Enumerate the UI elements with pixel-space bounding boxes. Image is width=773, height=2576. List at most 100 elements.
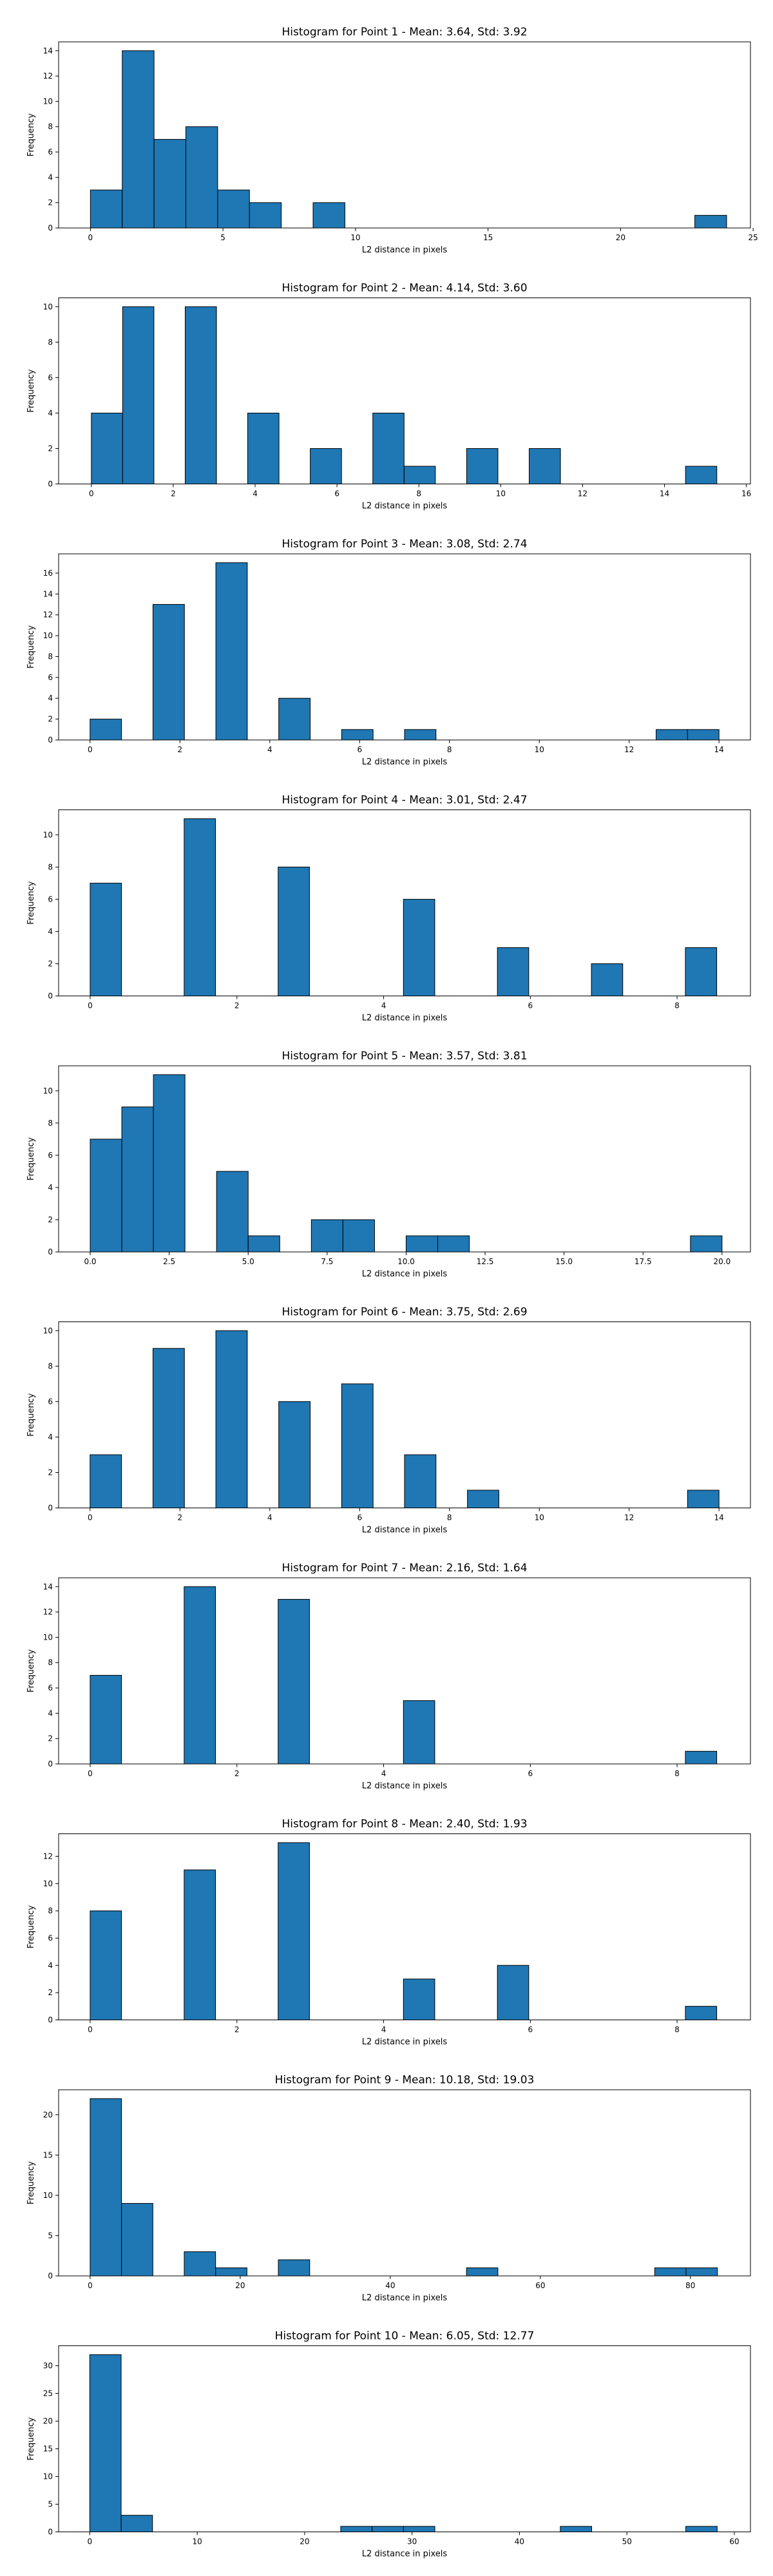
histogram-bar xyxy=(216,1171,249,1253)
y-tick-label: 0 xyxy=(48,480,53,489)
x-tick-label: 20 xyxy=(300,2537,309,2546)
x-tick-label: 8 xyxy=(674,1001,680,1010)
histogram-bar xyxy=(342,1219,375,1253)
x-tick-label: 6 xyxy=(528,1001,533,1010)
histogram-bar xyxy=(153,1074,186,1253)
histogram-bar xyxy=(529,448,561,485)
y-tick-label: 6 xyxy=(48,1683,53,1692)
histogram-bar xyxy=(90,719,122,741)
histogram-bar xyxy=(278,2259,310,2277)
x-tick-label: 0 xyxy=(88,745,93,754)
histogram-bar xyxy=(685,2526,718,2533)
y-tick-label: 4 xyxy=(48,408,53,417)
histogram-bar xyxy=(694,214,727,229)
histogram-bar xyxy=(591,963,624,996)
histogram-bar xyxy=(278,1401,311,1509)
x-tick-label: 8 xyxy=(447,1513,452,1522)
chart-title: Histogram for Point 1 - Mean: 3.64, Std:… xyxy=(282,26,527,39)
y-tick-label: 8 xyxy=(48,1361,53,1370)
y-tick-label: 10 xyxy=(43,1879,53,1888)
y-tick-label: 0 xyxy=(48,2271,53,2280)
x-tick-label: 0 xyxy=(88,2281,93,2290)
histogram-bar xyxy=(278,1598,310,1765)
y-tick-label: 4 xyxy=(48,1432,53,1441)
y-tick-label: 30 xyxy=(43,2361,53,2370)
histogram-bar xyxy=(437,1235,470,1253)
y-axis-label: Frequency xyxy=(26,2161,36,2204)
y-tick-label: 4 xyxy=(48,1183,53,1192)
y-axis-label: Frequency xyxy=(26,1905,36,1948)
histogram-bar xyxy=(186,126,218,229)
histogram-panel: Histogram for Point 8 - Mean: 2.40, Std:… xyxy=(26,1818,751,2047)
chart-title: Histogram for Point 6 - Mean: 3.75, Std:… xyxy=(282,1306,527,1319)
y-tick-label: 6 xyxy=(48,1397,53,1406)
histogram-bar xyxy=(685,466,718,485)
x-tick-label: 2 xyxy=(234,1769,240,1778)
y-tick-label: 0 xyxy=(48,992,53,1001)
histogram-bar xyxy=(90,2098,122,2277)
histogram-bar xyxy=(685,947,718,996)
histogram-panel: Histogram for Point 2 - Mean: 4.14, Std:… xyxy=(26,282,751,511)
x-tick-label: 14 xyxy=(660,489,669,498)
plot-frame xyxy=(58,1321,751,1508)
y-tick-label: 2 xyxy=(48,1215,53,1224)
histogram-bar xyxy=(341,1383,374,1508)
y-tick-label: 4 xyxy=(48,694,53,703)
x-tick-label: 6 xyxy=(334,489,339,498)
x-tick-label: 5.0 xyxy=(242,1257,254,1266)
x-tick-label: 5 xyxy=(220,233,225,242)
y-tick-label: 10 xyxy=(43,2472,53,2481)
y-axis-label: Frequency xyxy=(26,1649,36,1692)
histogram-bar xyxy=(184,2251,216,2277)
histogram-bar xyxy=(687,729,720,741)
histogram-bar xyxy=(249,202,282,229)
x-tick-label: 0 xyxy=(88,2537,93,2546)
x-tick-label: 40 xyxy=(385,2281,395,2290)
histogram-bar xyxy=(310,1219,343,1253)
x-tick-label: 0 xyxy=(88,1513,93,1522)
plot-frame xyxy=(58,1833,751,2020)
y-axis-label: Frequency xyxy=(26,625,36,668)
x-tick-label: 15 xyxy=(483,233,493,242)
y-tick-label: 2 xyxy=(48,1468,53,1477)
histogram-bar xyxy=(404,1454,437,1508)
x-tick-label: 40 xyxy=(515,2537,524,2546)
x-tick-label: 20 xyxy=(235,2281,245,2290)
x-tick-label: 6 xyxy=(357,1513,362,1522)
y-tick-label: 20 xyxy=(43,2416,53,2425)
x-axis-label: L2 distance in pixels xyxy=(362,757,448,767)
x-tick-label: 2 xyxy=(177,1513,182,1522)
plot-frame xyxy=(58,298,751,484)
x-axis-label: L2 distance in pixels xyxy=(362,2293,448,2303)
x-tick-label: 14 xyxy=(714,745,724,754)
y-tick-label: 20 xyxy=(43,2110,53,2119)
x-tick-label: 2 xyxy=(177,745,182,754)
histogram-bar xyxy=(152,604,185,741)
histogram-bar xyxy=(184,1586,216,1765)
x-tick-label: 10 xyxy=(496,489,506,498)
x-tick-label: 6 xyxy=(528,1769,533,1778)
histogram-bar xyxy=(217,189,250,229)
chart-title: Histogram for Point 3 - Mean: 3.08, Std:… xyxy=(282,538,527,551)
histogram-bar xyxy=(312,202,345,229)
y-tick-label: 14 xyxy=(43,46,53,55)
histogram-bar xyxy=(278,866,310,996)
y-tick-label: 2 xyxy=(48,959,53,968)
histogram-bar xyxy=(685,2267,718,2277)
y-axis-label: Frequency xyxy=(26,1137,36,1180)
y-tick-label: 8 xyxy=(48,1119,53,1128)
x-axis-label: L2 distance in pixels xyxy=(362,1014,448,1023)
histogram-bar xyxy=(403,2526,435,2533)
y-tick-label: 8 xyxy=(48,652,53,661)
y-tick-label: 25 xyxy=(43,2389,53,2398)
y-tick-label: 0 xyxy=(48,735,53,744)
histogram-panel: Histogram for Point 5 - Mean: 3.57, Std:… xyxy=(26,1050,751,1279)
x-tick-label: 4 xyxy=(381,1001,386,1010)
histogram-panel: Histogram for Point 3 - Mean: 3.08, Std:… xyxy=(26,538,751,767)
x-axis-label: L2 distance in pixels xyxy=(362,245,448,255)
y-tick-label: 0 xyxy=(48,2016,53,2025)
x-tick-label: 2.5 xyxy=(163,1257,175,1266)
histogram-bar xyxy=(247,1235,280,1253)
histogram-bar xyxy=(685,1750,718,1765)
histogram-bar xyxy=(90,189,123,229)
